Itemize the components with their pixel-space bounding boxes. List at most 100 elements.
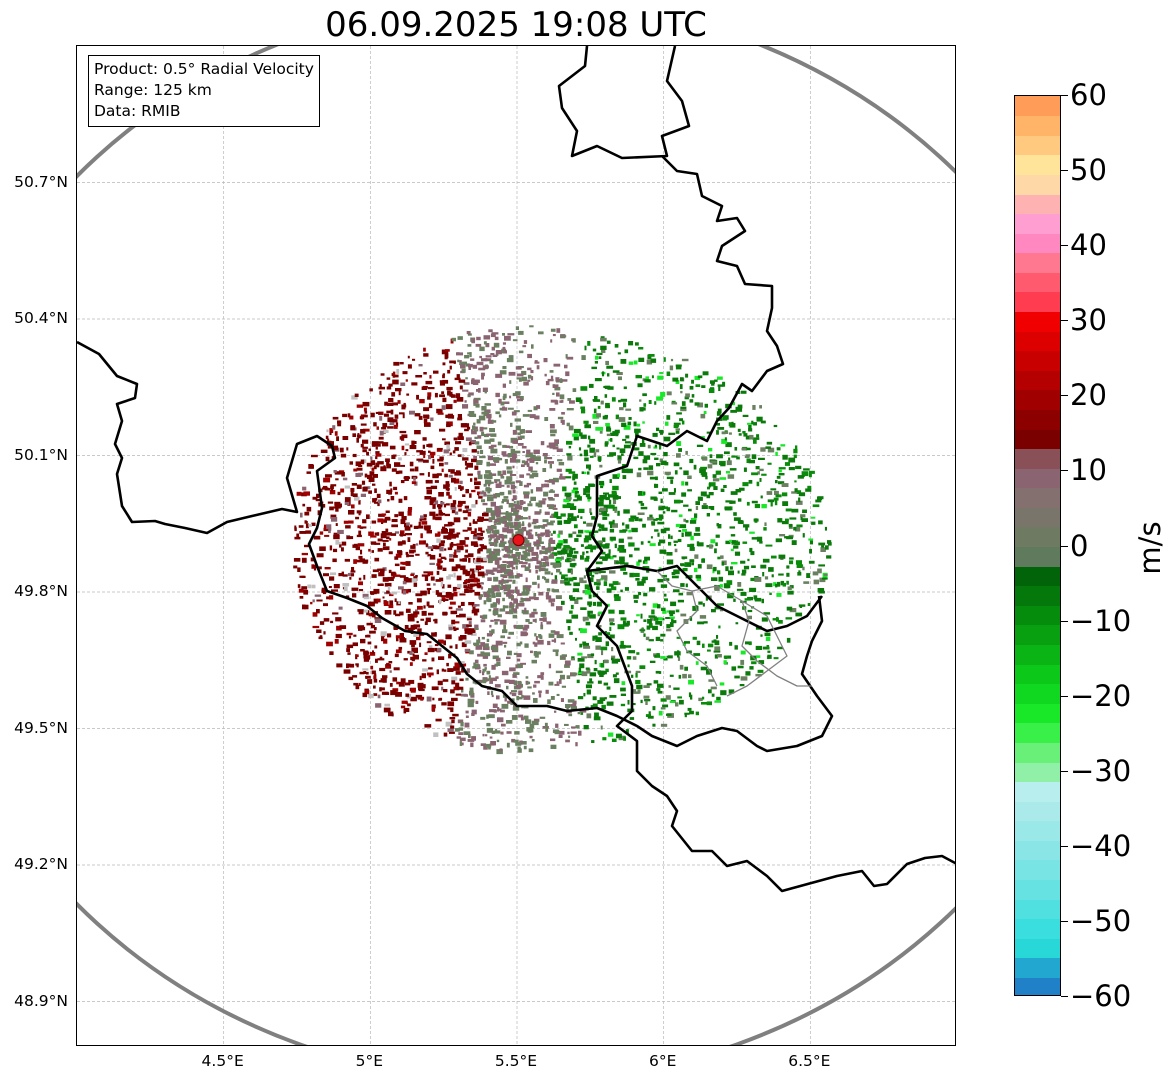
velocity-pixel	[556, 516, 562, 520]
velocity-pixel	[498, 533, 504, 539]
velocity-pixel	[566, 356, 574, 360]
velocity-pixel	[655, 518, 662, 521]
velocity-pixel	[508, 555, 514, 559]
velocity-pixel	[385, 458, 390, 462]
velocity-pixel	[451, 619, 456, 625]
velocity-pixel	[414, 466, 419, 472]
velocity-pixel	[614, 543, 617, 549]
colorbar-tick-mark	[1061, 620, 1068, 622]
velocity-pixel	[434, 392, 438, 398]
velocity-pixel	[428, 455, 434, 458]
velocity-pixel	[519, 641, 523, 645]
velocity-pixel	[640, 541, 644, 545]
velocity-pixel	[671, 618, 674, 623]
velocity-pixel	[481, 411, 486, 415]
velocity-pixel	[760, 634, 763, 637]
velocity-pixel	[523, 494, 530, 499]
velocity-pixel	[629, 572, 634, 578]
velocity-pixel	[448, 626, 453, 631]
velocity-pixel	[530, 470, 538, 473]
velocity-pixel	[656, 688, 661, 691]
velocity-pixel	[583, 645, 591, 649]
velocity-pixel	[600, 725, 603, 730]
velocity-pixel	[526, 458, 530, 461]
velocity-pixel	[706, 564, 713, 570]
velocity-pixel	[645, 700, 648, 705]
velocity-pixel	[385, 664, 392, 669]
velocity-pixel	[684, 562, 692, 567]
velocity-pixel	[819, 577, 826, 583]
velocity-pixel	[467, 570, 471, 576]
velocity-pixel	[734, 675, 740, 679]
velocity-pixel	[443, 689, 448, 693]
velocity-pixel	[556, 448, 563, 452]
colorbar-tick-mark	[1061, 470, 1068, 472]
velocity-pixel	[530, 454, 536, 460]
velocity-pixel	[551, 520, 554, 526]
velocity-pixel	[454, 728, 460, 732]
velocity-pixel	[599, 430, 603, 434]
velocity-pixel	[346, 536, 354, 540]
velocity-pixel	[434, 618, 438, 624]
colorbar-tick-label: 20	[1070, 378, 1107, 413]
velocity-pixel	[489, 709, 496, 713]
velocity-pixel	[681, 401, 686, 406]
velocity-pixel	[725, 403, 732, 409]
velocity-pixel	[593, 408, 597, 414]
radar-map[interactable]	[76, 45, 956, 1046]
velocity-pixel	[448, 495, 452, 499]
velocity-pixel	[683, 504, 689, 507]
velocity-pixel	[513, 680, 518, 686]
velocity-pixel	[751, 420, 754, 425]
velocity-pixel	[635, 342, 639, 346]
velocity-pixel	[344, 558, 350, 562]
velocity-pixel	[708, 388, 715, 393]
velocity-pixel	[451, 477, 456, 483]
velocity-pixel	[601, 650, 604, 656]
velocity-pixel	[789, 517, 797, 520]
velocity-pixel	[817, 588, 825, 593]
velocity-pixel	[638, 592, 642, 596]
velocity-pixel	[504, 584, 512, 589]
velocity-pixel	[392, 419, 398, 423]
velocity-pixel	[688, 674, 692, 679]
velocity-pixel	[616, 447, 620, 450]
velocity-pixel	[423, 540, 426, 544]
velocity-pixel	[297, 567, 301, 572]
velocity-pixel	[690, 543, 695, 549]
velocity-pixel	[435, 579, 441, 582]
velocity-pixel	[400, 382, 406, 386]
velocity-pixel	[388, 569, 392, 574]
velocity-pixel	[560, 642, 565, 645]
velocity-pixel	[464, 580, 470, 584]
velocity-pixel	[722, 381, 726, 387]
velocity-pixel	[327, 501, 334, 504]
velocity-pixel	[523, 491, 530, 495]
velocity-pixel	[390, 409, 394, 415]
velocity-pixel	[495, 640, 503, 646]
velocity-pixel	[597, 426, 604, 431]
velocity-pixel	[486, 530, 492, 534]
admin-border-line	[656, 570, 788, 697]
velocity-pixel	[780, 444, 786, 447]
colorbar-segment	[1015, 722, 1060, 743]
velocity-pixel	[330, 485, 334, 490]
velocity-pixel	[380, 373, 385, 376]
velocity-pixel	[324, 534, 330, 537]
velocity-pixel	[468, 733, 471, 738]
velocity-pixel	[386, 590, 390, 594]
velocity-pixel	[595, 449, 600, 453]
velocity-pixel	[476, 361, 484, 366]
velocity-pixel	[666, 415, 671, 420]
velocity-pixel	[432, 473, 439, 479]
velocity-pixel	[643, 633, 646, 637]
colorbar-segment	[1015, 742, 1060, 763]
velocity-pixel	[762, 646, 770, 650]
velocity-pixel	[450, 725, 455, 729]
velocity-pixel	[422, 659, 427, 662]
velocity-pixel	[506, 561, 511, 564]
velocity-pixel	[473, 403, 476, 406]
velocity-pixel	[761, 598, 764, 604]
velocity-pixel	[413, 611, 420, 615]
velocity-pixel	[480, 582, 484, 585]
